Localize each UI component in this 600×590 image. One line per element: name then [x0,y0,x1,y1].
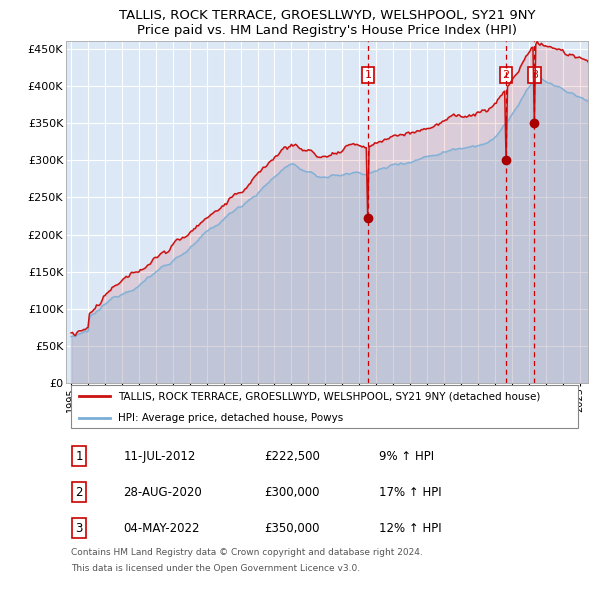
Text: 28-AUG-2020: 28-AUG-2020 [124,486,202,499]
Text: HPI: Average price, detached house, Powys: HPI: Average price, detached house, Powy… [118,413,343,423]
Text: 1: 1 [365,70,371,80]
Text: 11-JUL-2012: 11-JUL-2012 [124,450,196,463]
Text: Contains HM Land Registry data © Crown copyright and database right 2024.: Contains HM Land Registry data © Crown c… [71,548,423,557]
Text: 12% ↑ HPI: 12% ↑ HPI [379,522,442,535]
Text: 9% ↑ HPI: 9% ↑ HPI [379,450,434,463]
Title: TALLIS, ROCK TERRACE, GROESLLWYD, WELSHPOOL, SY21 9NY
Price paid vs. HM Land Reg: TALLIS, ROCK TERRACE, GROESLLWYD, WELSHP… [119,9,535,37]
Text: TALLIS, ROCK TERRACE, GROESLLWYD, WELSHPOOL, SY21 9NY (detached house): TALLIS, ROCK TERRACE, GROESLLWYD, WELSHP… [118,391,541,401]
Text: 2: 2 [502,70,509,80]
Text: 17% ↑ HPI: 17% ↑ HPI [379,486,442,499]
FancyBboxPatch shape [71,385,578,428]
Text: £350,000: £350,000 [265,522,320,535]
Text: 3: 3 [76,522,83,535]
Text: 04-MAY-2022: 04-MAY-2022 [124,522,200,535]
Text: 3: 3 [531,70,538,80]
Text: £222,500: £222,500 [265,450,320,463]
Text: 2: 2 [76,486,83,499]
Text: 1: 1 [76,450,83,463]
Text: This data is licensed under the Open Government Licence v3.0.: This data is licensed under the Open Gov… [71,564,361,573]
Text: £300,000: £300,000 [265,486,320,499]
